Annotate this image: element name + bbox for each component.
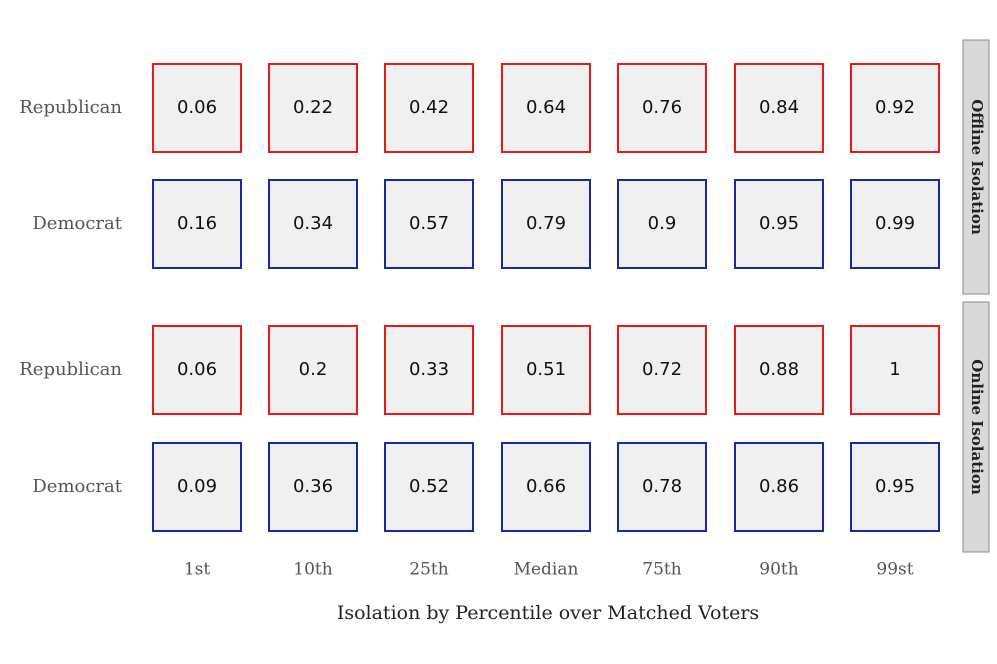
value-cell [850, 179, 940, 269]
facet-strip [962, 301, 990, 553]
cell-value-label: 0.95 [875, 476, 915, 497]
cell-value-label: 0.16 [177, 213, 217, 234]
cell-value-label: 0.2 [299, 359, 328, 380]
value-cell [268, 63, 358, 153]
x-axis-title: Isolation by Percentile over Matched Vot… [337, 602, 759, 624]
value-cell [617, 442, 707, 532]
value-cell [734, 442, 824, 532]
cell-value-label: 0.06 [177, 97, 217, 118]
cell-value-label: 0.86 [759, 476, 799, 497]
cell-value-label: 0.66 [526, 476, 566, 497]
cell-value-label: 0.33 [409, 359, 449, 380]
cell-value-label: 0.84 [759, 97, 799, 118]
cell-value-label: 0.09 [177, 476, 217, 497]
x-tick-label: 10th [293, 560, 332, 580]
value-cell [617, 179, 707, 269]
cell-value-label: 0.78 [642, 476, 682, 497]
value-cell [734, 63, 824, 153]
value-cell [617, 325, 707, 415]
x-tick-label: 25th [409, 560, 448, 580]
x-tick-label: 90th [759, 560, 798, 580]
x-tick-label: Median [514, 560, 579, 580]
value-cell [152, 179, 242, 269]
value-cell [501, 63, 591, 153]
cell-value-label: 0.51 [526, 359, 566, 380]
value-cell [268, 179, 358, 269]
cell-value-label: 0.95 [759, 213, 799, 234]
value-cell [501, 325, 591, 415]
cell-value-label: 0.88 [759, 359, 799, 380]
cell-value-label: 0.79 [526, 213, 566, 234]
row-label: Republican [19, 97, 122, 118]
cell-value-label: 0.52 [409, 476, 449, 497]
x-tick-label: 99st [876, 560, 913, 580]
value-cell [734, 179, 824, 269]
cell-value-label: 0.06 [177, 359, 217, 380]
value-cell [384, 325, 474, 415]
value-cell [152, 325, 242, 415]
cell-value-label: 0.92 [875, 97, 915, 118]
value-cell [384, 179, 474, 269]
row-label: Republican [19, 359, 122, 380]
cell-value-label: 0.72 [642, 359, 682, 380]
value-cell [152, 63, 242, 153]
value-cell [268, 325, 358, 415]
cell-value-label: 0.99 [875, 213, 915, 234]
value-cell [268, 442, 358, 532]
cell-value-label: 0.76 [642, 97, 682, 118]
value-cell [384, 63, 474, 153]
cell-value-label: 0.22 [293, 97, 333, 118]
facet-strip [962, 39, 990, 295]
x-tick-label: 1st [184, 560, 211, 580]
cell-value-label: 0.57 [409, 213, 449, 234]
cell-value-label: 1 [889, 359, 900, 380]
row-label: Democrat [32, 213, 122, 234]
value-cell [850, 63, 940, 153]
cell-value-label: 0.42 [409, 97, 449, 118]
value-cell [617, 63, 707, 153]
value-cell [501, 179, 591, 269]
row-label: Democrat [32, 476, 122, 497]
value-cell [734, 325, 824, 415]
cell-value-label: 0.64 [526, 97, 566, 118]
cell-value-label: 0.36 [293, 476, 333, 497]
facet-strip-label: Online Isolation [968, 359, 986, 495]
value-cell [850, 442, 940, 532]
value-cell [152, 442, 242, 532]
value-cell [501, 442, 591, 532]
value-cell [384, 442, 474, 532]
x-tick-label: 75th [642, 560, 681, 580]
cell-value-label: 0.9 [648, 213, 677, 234]
cell-value-label: 0.34 [293, 213, 333, 234]
facet-strip-label: Offline Isolation [968, 99, 986, 235]
value-cell [850, 325, 940, 415]
